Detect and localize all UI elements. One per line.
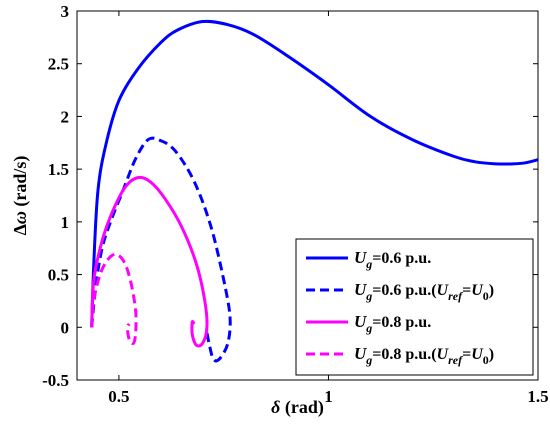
legend: Ug=0.6 p.u. Ug=0.6 p.u.(Uref=U0) Ug=0.8 p.… [295, 238, 534, 376]
legend-entry: Ug=0.8 p.u.(Uref=U0) [354, 344, 494, 367]
y-tick-label: 3 [61, 2, 70, 21]
y-tick-label: 2 [61, 107, 70, 126]
plot-frame [76, 10, 539, 381]
y-axis-label: Δω (rad/s) [10, 156, 31, 236]
y-tick-label: 1 [61, 213, 70, 232]
y-tick-label: 2.5 [48, 55, 69, 74]
legend-entry: Ug=0.6 p.u. [354, 248, 431, 271]
series-line-2 [90, 136, 232, 363]
x-tick-label: 1 [324, 387, 333, 406]
series-line-3 [90, 175, 209, 348]
legend-entry: Ug=0.6 p.u.(Uref=U0) [354, 280, 494, 303]
legend-box [295, 238, 534, 376]
y-tick-label: 0 [61, 318, 70, 337]
series-line-1 [90, 19, 539, 328]
y-tick-label: 1.5 [48, 160, 69, 179]
x-tick-label: 1.5 [527, 387, 548, 406]
x-tick-label: 0.5 [108, 387, 129, 406]
axis-ticks: 0.5 1 1.5 -0.5 0 0.5 1 1.5 2 2.5 3 [42, 2, 549, 406]
y-tick-label: 0.5 [48, 266, 69, 285]
x-axis-label: δ (rad) [271, 397, 324, 418]
legend-entry: Ug=0.8 p.u. [354, 312, 431, 335]
y-tick-label: -0.5 [42, 371, 69, 390]
plot-lines [90, 19, 539, 363]
series-line-4 [90, 252, 138, 345]
